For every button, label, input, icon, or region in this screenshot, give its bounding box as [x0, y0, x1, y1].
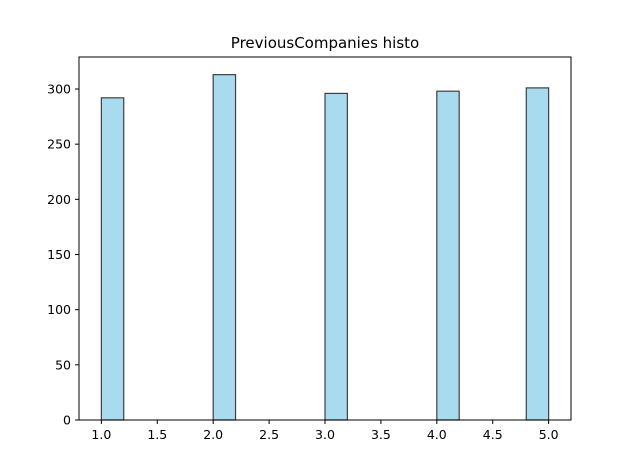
y-tick-label: 250 — [47, 137, 71, 152]
histogram-bar-3 — [324, 92, 348, 421]
bars-group — [100, 74, 550, 421]
x-tick-label: 1.0 — [91, 427, 111, 442]
y-axis: 0 50 100 150 200 250 300 — [47, 81, 79, 428]
histogram-bar-5 — [525, 87, 550, 421]
x-tick-label: 2.0 — [203, 427, 223, 442]
y-tick-label: 300 — [47, 81, 71, 96]
histogram-bar-1 — [100, 97, 125, 421]
x-tick-label: 3.5 — [371, 427, 391, 442]
histogram-bar-4 — [436, 90, 460, 421]
x-tick-label: 5.0 — [539, 427, 559, 442]
x-axis: 1.0 1.5 2.0 2.5 3.0 3.5 4.0 4.5 5.0 — [91, 420, 559, 442]
y-tick-label: 150 — [47, 247, 71, 262]
y-tick-label: 0 — [63, 413, 71, 428]
x-tick-label: 4.0 — [427, 427, 447, 442]
chart-title: PreviousCompanies histo — [231, 34, 419, 52]
histogram-bar-2 — [212, 74, 237, 421]
y-tick-label: 100 — [47, 302, 71, 317]
x-tick-label: 3.0 — [315, 427, 335, 442]
x-tick-label: 2.5 — [259, 427, 279, 442]
x-tick-label: 4.5 — [483, 427, 503, 442]
y-tick-label: 50 — [55, 357, 71, 372]
x-tick-label: 1.5 — [147, 427, 167, 442]
y-tick-label: 200 — [47, 192, 71, 207]
